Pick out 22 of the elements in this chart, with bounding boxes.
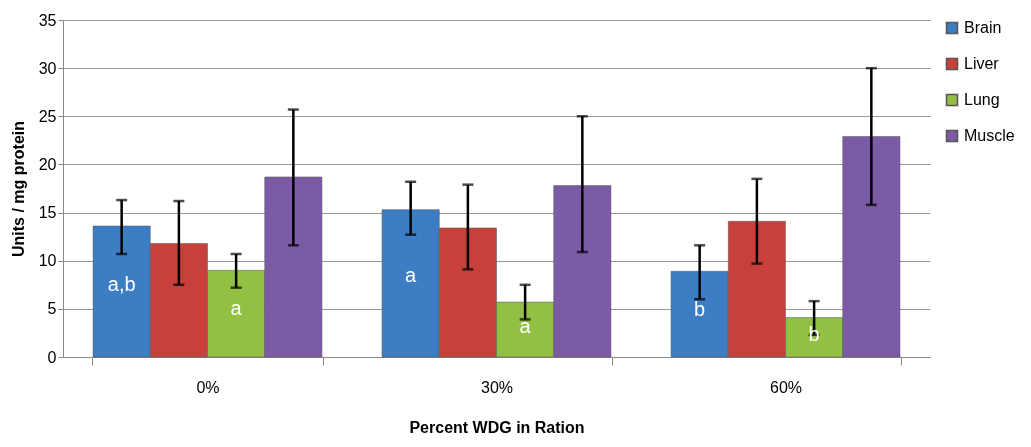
legend-label: Liver (964, 55, 1000, 72)
legend-label: Brain (964, 19, 1002, 36)
y-tick-label: 10 (38, 252, 57, 270)
data-label: b (694, 297, 706, 320)
y-axis-title: Units / mg protein (9, 121, 27, 257)
y-tick-label: 5 (47, 300, 57, 318)
legend-label: Muscle (964, 127, 1015, 144)
x-tick-label: 0% (196, 378, 220, 396)
y-tick-label: 0 (47, 348, 57, 366)
y-tick-label: 35 (38, 11, 57, 29)
data-label: a (519, 314, 532, 337)
data-label: a (405, 263, 418, 286)
y-tick-label: 30 (38, 59, 57, 77)
y-tick-label: 15 (38, 204, 57, 222)
data-label: a (230, 297, 243, 320)
x-tick-label: 30% (480, 378, 514, 396)
y-tick-label: 25 (38, 107, 57, 125)
x-axis-title: Percent WDG in Ration (409, 418, 585, 436)
x-tick-label: 60% (769, 378, 803, 396)
legend-label: Lung (964, 91, 1000, 108)
y-tick-label: 20 (38, 155, 57, 173)
data-label: a,b (107, 272, 136, 295)
